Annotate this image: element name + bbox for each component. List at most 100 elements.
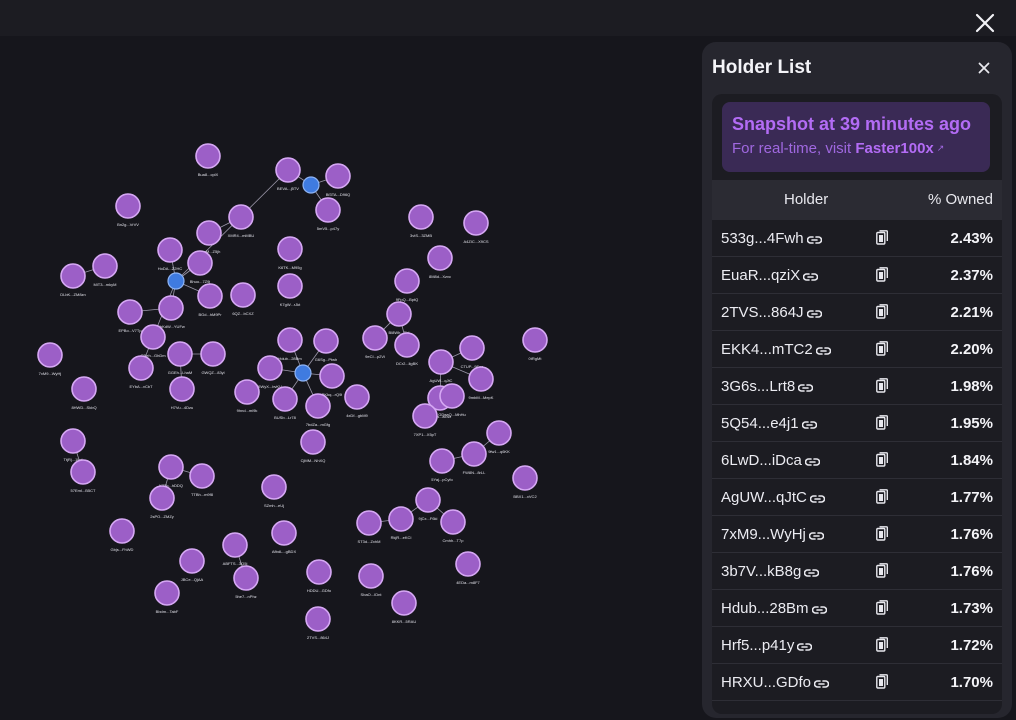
holder-node-circle[interactable]	[234, 379, 260, 405]
holder-node-circle[interactable]	[306, 559, 332, 585]
holder-node[interactable]: ST3d...ZxhM	[356, 510, 382, 544]
holder-address[interactable]: Hdub...28Bm	[721, 600, 809, 617]
holder-address-link[interactable]: 2TVS...864J	[721, 304, 822, 321]
link-icon[interactable]	[814, 679, 830, 689]
holder-node-circle[interactable]	[71, 376, 97, 402]
holder-node-circle[interactable]	[344, 384, 370, 410]
holder-node[interactable]: EmeM...Z5jh	[196, 220, 222, 254]
holder-node-circle[interactable]	[158, 454, 184, 480]
holder-node-circle[interactable]	[60, 263, 86, 289]
holder-node[interactable]: HoDA...Z2HC	[157, 237, 183, 271]
panel-close-icon[interactable]	[974, 58, 994, 78]
holder-node-circle[interactable]	[277, 327, 303, 353]
holder-node-circle[interactable]	[358, 563, 384, 589]
holder-node[interactable]: HDDU...GDfo	[306, 559, 332, 593]
link-icon[interactable]	[803, 272, 819, 282]
holder-node-circle[interactable]	[325, 163, 351, 189]
holder-address-link[interactable]: EKK4...mTC2	[721, 341, 831, 358]
holder-node[interactable]: JBCe...QjAA	[179, 548, 205, 582]
holder-node-circle[interactable]	[228, 204, 254, 230]
holder-node-circle[interactable]	[179, 548, 205, 574]
holder-node-circle[interactable]	[128, 355, 154, 381]
holder-node[interactable]: Bl8Wh...Bhl	[386, 301, 412, 335]
holder-node[interactable]: 4xDf...gbM9	[344, 384, 370, 418]
link-icon[interactable]	[801, 420, 817, 430]
holder-node[interactable]: GDeaQ...MhHu	[438, 383, 466, 417]
holder-address[interactable]: 7xM9...WyHj	[721, 526, 806, 543]
holder-address-link[interactable]: HRXU...GDfo	[721, 674, 830, 691]
holder-node-circle[interactable]	[233, 565, 259, 591]
holder-node[interactable]: XMR4...mMBU	[228, 204, 255, 238]
holder-address-link[interactable]: 533g...4Fwh	[721, 230, 822, 247]
holder-node[interactable]: Bhuo...7Z9j	[187, 250, 213, 284]
holder-node-circle[interactable]	[275, 157, 301, 183]
holder-node[interactable]: BEVA...j5TV	[275, 157, 301, 191]
holder-node-circle[interactable]	[37, 342, 63, 368]
holder-node-circle[interactable]	[313, 328, 339, 354]
holder-node-circle[interactable]	[440, 509, 466, 535]
holder-node-circle[interactable]	[157, 237, 183, 263]
holder-node[interactable]: BKkq...rQ9l	[319, 363, 345, 397]
holder-address-link[interactable]: 3b7V...kB8g	[721, 563, 820, 580]
holder-node[interactable]: A4ZIC...X9CS	[463, 210, 489, 244]
holder-node[interactable]: 7XP1...X5pT	[412, 403, 438, 437]
holder-node-circle[interactable]	[109, 518, 135, 544]
holder-node[interactable]: 7xM9...WyHj	[37, 342, 63, 376]
link-icon[interactable]	[806, 235, 822, 245]
holder-node-circle[interactable]	[261, 474, 287, 500]
link-icon[interactable]	[804, 568, 820, 578]
copy-icon[interactable]	[876, 304, 888, 319]
holder-node[interactable]: SbaO...IDnt	[358, 563, 384, 597]
holder-node-circle[interactable]	[277, 236, 303, 262]
copy-icon[interactable]	[876, 341, 888, 356]
holder-node[interactable]: G6Sg...Ptwh	[313, 328, 339, 362]
column-header-holder[interactable]: Holder	[784, 191, 829, 208]
holder-node[interactable]: 2sPO...ZMZy	[149, 485, 175, 519]
link-icon[interactable]	[797, 642, 813, 652]
holder-node[interactable]: BGd...hM9Pr	[197, 283, 223, 317]
copy-icon[interactable]	[876, 600, 888, 615]
holder-node-circle[interactable]	[305, 606, 331, 632]
holder-node-circle[interactable]	[463, 210, 489, 236]
holder-node[interactable]: 5he7...nPhz	[233, 565, 259, 599]
holder-node[interactable]: 8M8d...Xzvc	[427, 245, 453, 279]
link-icon[interactable]	[804, 457, 820, 467]
holder-node-circle[interactable]	[158, 295, 184, 321]
holder-node-circle[interactable]	[408, 204, 434, 230]
holder-node[interactable]: RkjR...eKCl	[388, 506, 414, 540]
holder-node-circle[interactable]	[117, 299, 143, 325]
holder-node-circle[interactable]	[187, 250, 213, 276]
faster100x-link[interactable]: Faster100x	[855, 140, 934, 157]
holder-node-circle[interactable]	[412, 403, 438, 429]
holder-node-circle[interactable]	[271, 520, 297, 546]
holder-node-circle[interactable]	[522, 327, 548, 353]
holder-node-circle[interactable]	[427, 245, 453, 271]
copy-icon[interactable]	[876, 230, 888, 245]
holder-node-circle[interactable]	[415, 487, 441, 513]
holder-node[interactable]: Bn2g...VrVV	[115, 193, 141, 227]
holder-node-circle[interactable]	[189, 463, 215, 489]
holder-node[interactable]: GWQZ...83yl	[200, 341, 226, 375]
holder-node[interactable]: BbKdW...YUFw	[157, 295, 185, 329]
holder-node-circle[interactable]	[277, 273, 303, 299]
holder-address[interactable]: 2TVS...864J	[721, 304, 804, 321]
link-icon[interactable]	[811, 605, 827, 615]
holder-address[interactable]: Hrf5...p41y	[721, 637, 795, 654]
link-icon[interactable]	[798, 383, 814, 393]
link-icon[interactable]	[809, 494, 825, 504]
holder-node[interactable]: K7gW...rJkt	[277, 273, 303, 307]
holder-node[interactable]: K73b...hDDQ	[158, 454, 184, 488]
holder-node[interactable]: CTUP...9Fea	[459, 335, 485, 369]
holder-node[interactable]: EYbA...vCbT	[128, 355, 154, 389]
holder-address[interactable]: HRXU...GDfo	[721, 674, 812, 691]
holder-node-circle[interactable]	[394, 268, 420, 294]
holder-node-circle[interactable]	[428, 349, 454, 375]
holder-node[interactable]: 9jCx...F6ki	[415, 487, 441, 521]
holder-address[interactable]: 6LwD...iDca	[721, 452, 802, 469]
holder-address[interactable]: EKK4...mTC2	[721, 341, 813, 358]
holder-address-link[interactable]: Hrf5...p41y	[721, 637, 813, 654]
holder-node[interactable]: 5mV5...p47y	[315, 197, 341, 231]
holder-node-circle[interactable]	[140, 324, 166, 350]
holder-node[interactable]: Bbdm...TabF	[154, 580, 180, 614]
holder-node[interactable]: 6QZ...bCXZ	[230, 282, 256, 316]
